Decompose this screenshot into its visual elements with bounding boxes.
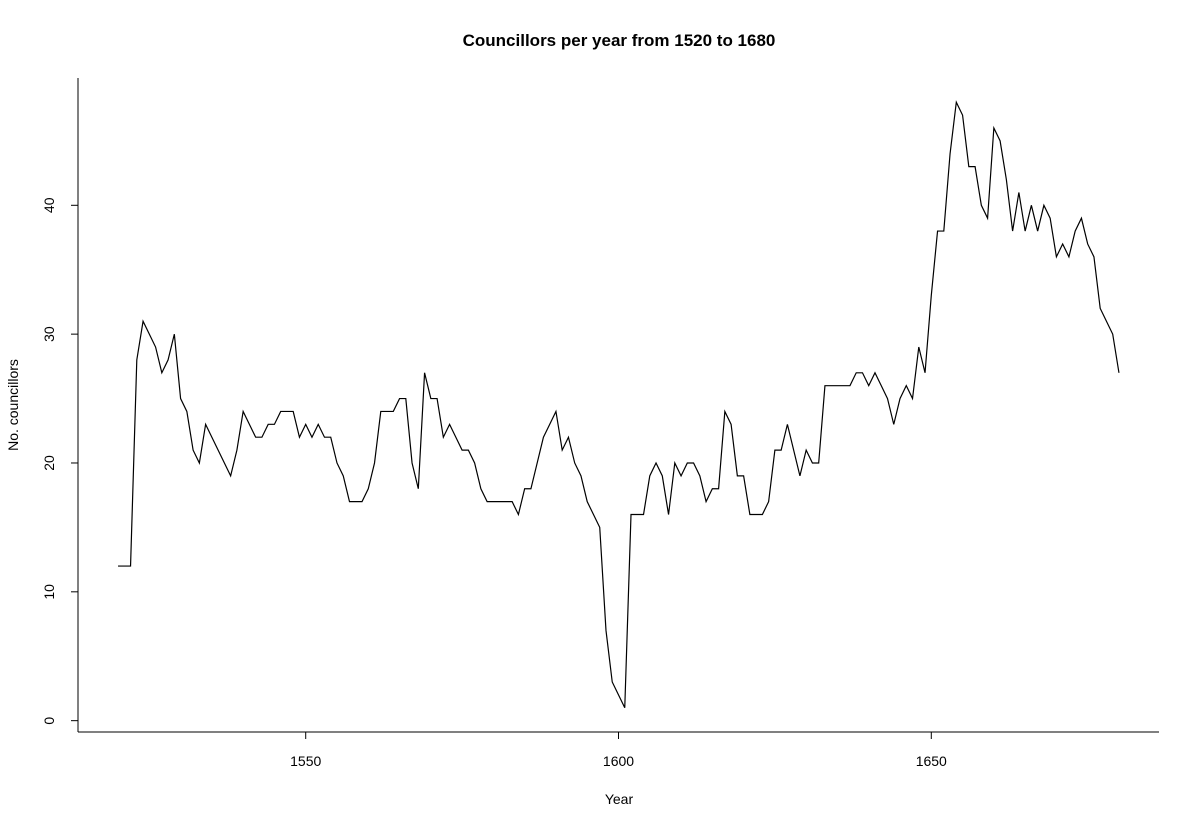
chart-title: Councillors per year from 1520 to 1680 xyxy=(463,31,776,50)
y-tick-label: 40 xyxy=(41,197,57,213)
line xyxy=(118,100,1120,709)
y-axis-label: No. councillors xyxy=(5,359,21,451)
x-tick-label: 1550 xyxy=(290,753,321,769)
x-tick-label: 1600 xyxy=(603,753,634,769)
y-tick-label: 30 xyxy=(41,326,57,342)
x-tick-label: 1650 xyxy=(916,753,947,769)
y-tick-label: 0 xyxy=(41,717,57,725)
y-tick-label: 10 xyxy=(41,584,57,600)
y-tick-label: 20 xyxy=(41,455,57,471)
x-axis-label: Year xyxy=(605,791,634,807)
